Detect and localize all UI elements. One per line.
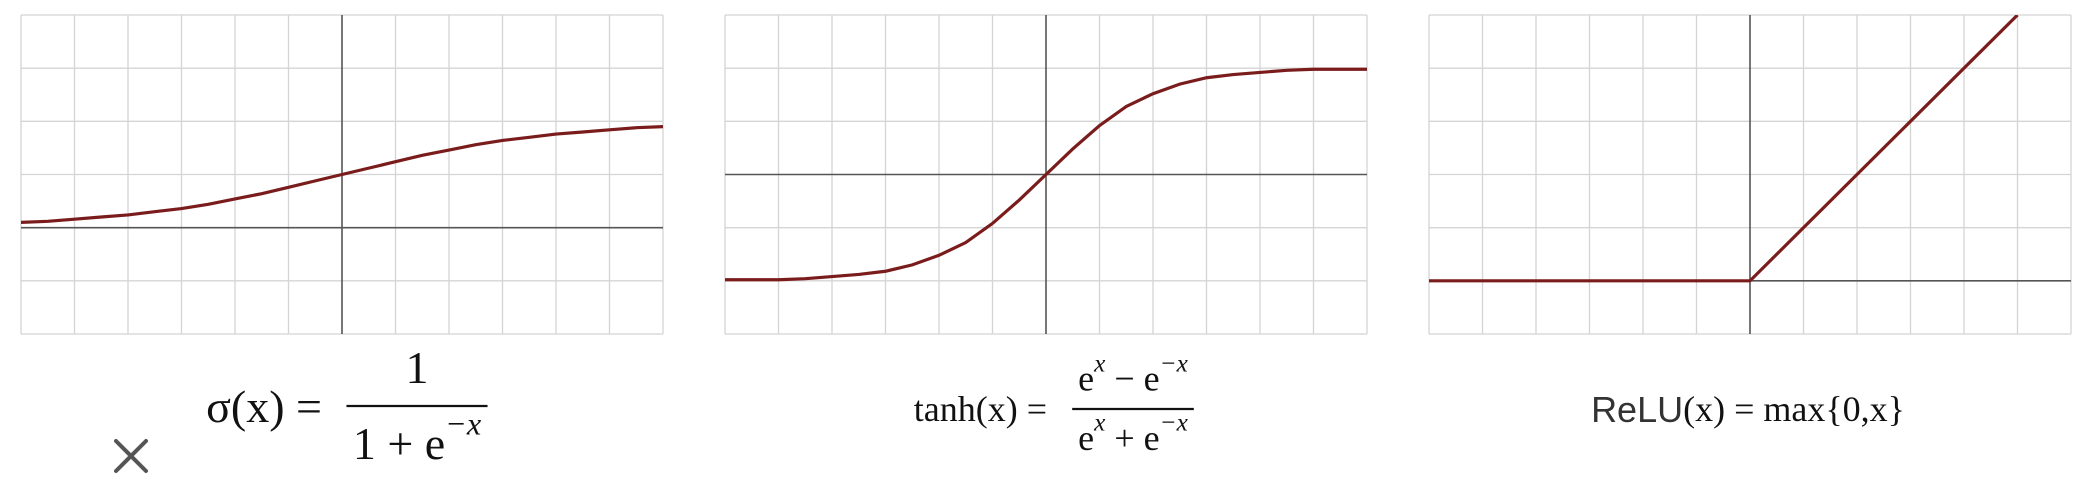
plot — [724, 14, 1368, 335]
formula-run: − e — [1105, 358, 1159, 398]
formula-part: ex − e−x — [1078, 350, 1188, 399]
curve — [1429, 15, 2019, 283]
formula-part: σ(x) = — [206, 381, 322, 432]
formula-part: 1 — [406, 341, 429, 392]
plot — [1428, 14, 2072, 335]
formula-run: −x — [445, 405, 482, 441]
formula-run: tanh(x) = — [914, 389, 1047, 429]
formula-run: −x — [1160, 350, 1188, 377]
close-icon[interactable] — [114, 439, 148, 473]
formula-part: 1 + e−x — [353, 405, 482, 468]
close-icon-stroke[interactable] — [114, 439, 148, 473]
formula-run: 1 + e — [353, 417, 445, 468]
curve — [725, 67, 1367, 282]
formula-run: e — [1078, 418, 1094, 458]
curve — [21, 125, 663, 224]
formula-run: x — [1093, 350, 1105, 377]
formula-part: ReLU(x) = max{0,x} — [1591, 389, 1905, 430]
formula-run: ReLU — [1591, 389, 1683, 430]
plot — [20, 14, 664, 335]
formula-part: tanh(x) = — [914, 389, 1047, 429]
formula-run: e — [1078, 358, 1094, 398]
formula-part: ex + e−x — [1078, 409, 1188, 458]
formula-run: σ(x) = — [206, 381, 322, 432]
formula-run: x — [1093, 409, 1105, 436]
formula-run: 1 — [406, 341, 429, 392]
formula-run: −x — [1160, 409, 1188, 436]
formula-run: (x) = max{0,x} — [1683, 389, 1905, 429]
formula-run: + e — [1105, 418, 1159, 458]
